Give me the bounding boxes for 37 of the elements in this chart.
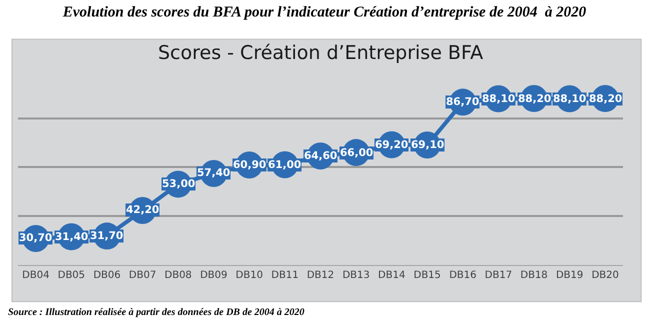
x-tick-label: DB09	[200, 270, 228, 281]
x-tick-label: DB12	[306, 270, 334, 281]
data-label: 61,00	[268, 159, 302, 171]
x-tick-label: DB06	[93, 270, 121, 281]
x-tick-label: DB05	[58, 270, 86, 281]
chart-title: Evolution des scores du BFA pour l’indicateur Création d’entreprise de 2004 à 2020	[62, 4, 587, 21]
x-tick-label: DB17	[484, 270, 512, 281]
x-tick-label: DB20	[592, 270, 619, 281]
data-label: 57,40	[197, 167, 230, 179]
x-tick-label: DB16	[449, 270, 476, 281]
data-label: 30,70	[19, 232, 52, 244]
data-label: 66,00	[340, 147, 374, 159]
x-tick-label: DB15	[414, 270, 441, 281]
chart-subtitle: Scores - Création d’Entreprise BFA	[158, 42, 484, 64]
data-label: 64,60	[304, 150, 338, 162]
data-label: 42,20	[126, 204, 160, 216]
data-label: 69,20	[375, 139, 408, 151]
x-tick-label: DB04	[22, 270, 50, 281]
data-label: 88,10	[553, 93, 586, 105]
data-label: 31,40	[55, 231, 88, 243]
x-tick-label: DB10	[236, 270, 263, 281]
x-tick-label: DB14	[378, 270, 406, 281]
x-tick-label: DB18	[520, 270, 548, 281]
data-label: 88,20	[589, 93, 622, 105]
data-label: 69,10	[411, 139, 444, 151]
data-label: 60,90	[233, 159, 266, 171]
data-label: 86,70	[446, 96, 480, 108]
x-tick-label: DB13	[342, 270, 370, 281]
data-label: 31,70	[90, 230, 124, 242]
x-tick-label: DB07	[128, 270, 156, 281]
x-tick-label: DB19	[556, 270, 584, 281]
data-label: 53,00	[162, 178, 196, 190]
source-note: Source : Illustration réalisée à partir des données de DB de 2004 à 2020	[8, 307, 304, 318]
x-tick-label: DB11	[271, 270, 299, 281]
data-label: 88,20	[518, 93, 552, 105]
data-label: 88,10	[482, 93, 516, 105]
x-tick-label: DB08	[164, 270, 192, 281]
